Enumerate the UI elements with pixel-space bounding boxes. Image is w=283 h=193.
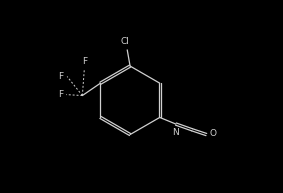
Text: O: O bbox=[210, 130, 217, 138]
Text: F: F bbox=[58, 90, 63, 99]
Text: N: N bbox=[173, 128, 179, 136]
Text: Cl: Cl bbox=[121, 37, 130, 46]
Text: F: F bbox=[82, 57, 87, 66]
Text: F: F bbox=[59, 72, 64, 81]
